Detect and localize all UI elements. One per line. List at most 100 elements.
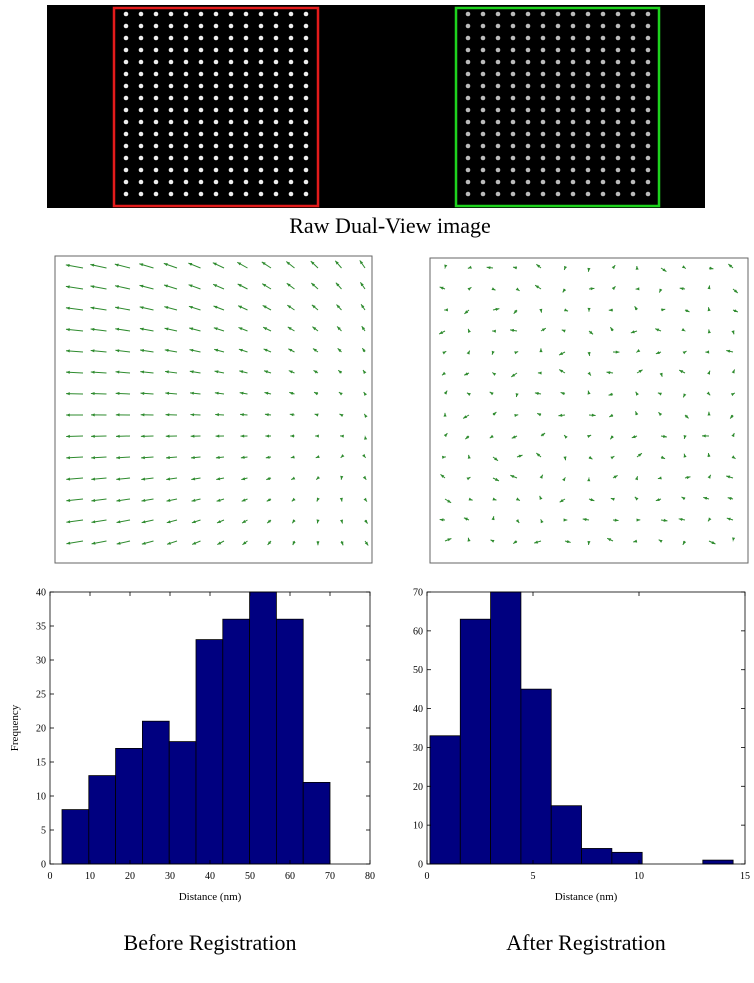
bead xyxy=(645,119,651,125)
arrow-head xyxy=(702,434,706,438)
arrow-head xyxy=(316,541,320,546)
arrow-head xyxy=(216,498,221,502)
arrow-head xyxy=(261,261,266,266)
arrow-head xyxy=(91,541,96,545)
bead xyxy=(510,191,516,197)
y-tick-label: 35 xyxy=(36,622,46,633)
bead xyxy=(600,83,606,89)
arrow-head xyxy=(65,264,70,268)
arrow-head xyxy=(730,393,735,397)
bead xyxy=(645,35,651,41)
bead xyxy=(540,11,546,17)
bead xyxy=(303,167,309,173)
arrow-head xyxy=(115,306,119,310)
bead xyxy=(615,131,621,137)
bead xyxy=(570,179,576,185)
bead xyxy=(228,59,234,65)
bead xyxy=(153,179,159,185)
bead xyxy=(570,167,576,173)
bead xyxy=(630,95,636,101)
arrow-head xyxy=(363,392,367,396)
arrow-head xyxy=(116,498,121,502)
arrow-head xyxy=(443,433,448,438)
arrow-head xyxy=(564,265,567,270)
bead xyxy=(138,131,144,137)
bead xyxy=(495,167,501,173)
bead xyxy=(585,155,591,161)
bead xyxy=(630,119,636,125)
bead xyxy=(630,11,636,17)
arrow-head xyxy=(662,268,667,272)
bead xyxy=(585,119,591,125)
bead xyxy=(615,119,621,125)
y-axis-label: Frequency xyxy=(9,704,21,751)
bar xyxy=(61,809,90,865)
bead xyxy=(123,131,129,137)
bead xyxy=(153,83,159,89)
bead xyxy=(228,11,234,17)
bead xyxy=(555,131,561,137)
bead xyxy=(525,11,531,17)
arrow-head xyxy=(115,370,120,374)
arrow-head xyxy=(494,457,498,461)
bead xyxy=(645,95,651,101)
bar xyxy=(702,859,734,865)
arrow-head xyxy=(316,476,320,480)
bead xyxy=(555,47,561,53)
arrow-head xyxy=(363,370,367,374)
arrow-head xyxy=(114,263,119,267)
bead xyxy=(525,83,531,89)
arrow-head xyxy=(116,477,121,481)
quiver-before xyxy=(54,255,373,564)
arrow-head xyxy=(439,286,444,290)
arrow-head xyxy=(638,369,643,373)
arrow-head xyxy=(313,348,317,352)
bead xyxy=(138,23,144,29)
bead xyxy=(198,179,204,185)
arrow-head xyxy=(489,434,494,439)
arrow-head xyxy=(167,541,171,545)
bead xyxy=(510,71,516,77)
bead xyxy=(525,143,531,149)
bead xyxy=(555,143,561,149)
bead xyxy=(465,167,471,173)
arrow-head xyxy=(705,350,710,354)
bead xyxy=(303,131,309,137)
bead xyxy=(213,23,219,29)
bead xyxy=(243,167,249,173)
arrow-head xyxy=(610,497,615,501)
bead xyxy=(213,167,219,173)
bead xyxy=(168,35,174,41)
bead xyxy=(213,143,219,149)
arrow-head xyxy=(678,518,683,521)
arrow-head xyxy=(264,370,268,374)
arrow-head xyxy=(608,308,613,312)
arrow-head xyxy=(163,263,168,267)
arrow-head xyxy=(90,392,95,396)
y-tick-label: 60 xyxy=(413,626,423,637)
arrow-head xyxy=(615,350,620,354)
bead xyxy=(303,71,309,77)
bead xyxy=(123,191,129,197)
bead xyxy=(480,131,486,137)
arrow-head xyxy=(213,284,218,288)
bead xyxy=(183,83,189,89)
arrow-head xyxy=(241,498,246,502)
bead xyxy=(138,119,144,125)
arrow-head xyxy=(336,304,341,309)
arrow-head xyxy=(636,518,641,522)
arrow-head xyxy=(587,435,592,438)
x-axis-label: Distance (nm) xyxy=(179,891,242,903)
bead xyxy=(153,167,159,173)
bead xyxy=(630,59,636,65)
arrow-head xyxy=(287,326,292,331)
arrow-head xyxy=(490,539,495,543)
arrow-head xyxy=(215,434,220,438)
arrow-head xyxy=(708,517,712,522)
bead xyxy=(600,119,606,125)
arrow-head xyxy=(439,331,444,334)
x-tick-label: 80 xyxy=(365,871,375,882)
bead xyxy=(645,107,651,113)
arrow-head xyxy=(510,328,514,332)
arrow-head xyxy=(190,391,194,395)
